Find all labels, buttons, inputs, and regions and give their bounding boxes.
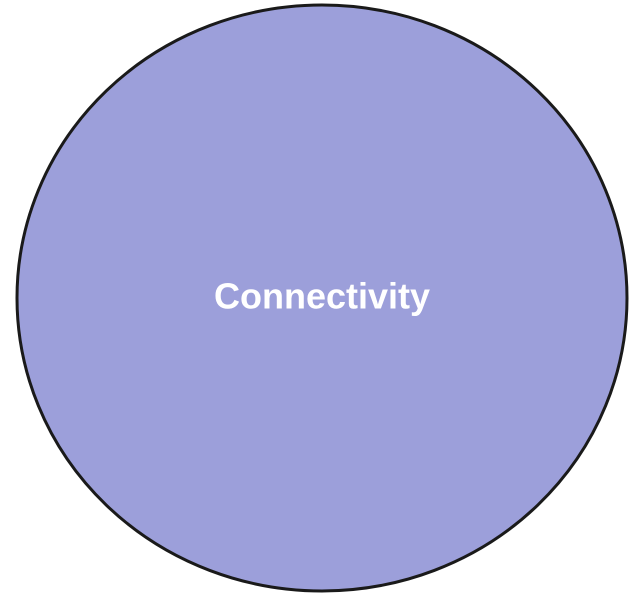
node-circle xyxy=(15,3,629,593)
node-label: Connectivity xyxy=(214,276,430,317)
